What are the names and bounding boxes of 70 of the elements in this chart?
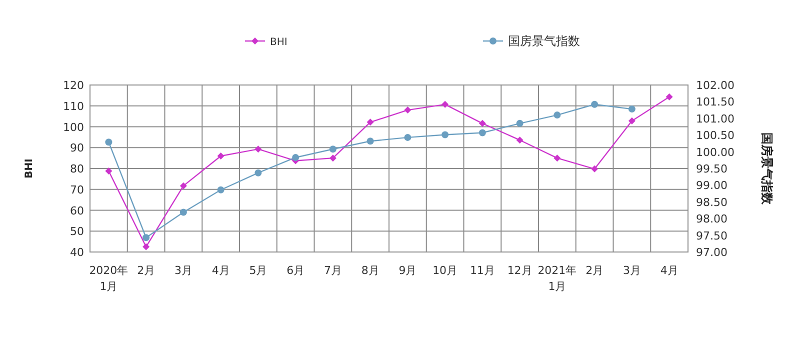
y-tick-label: 60 <box>70 204 84 218</box>
y-tick-label: 110 <box>63 100 84 113</box>
y-tick-label: 50 <box>70 225 84 238</box>
y-tick-label: 120 <box>63 79 84 92</box>
x-tick-label: 2月 <box>586 264 604 277</box>
y2-tick-label: 101.00 <box>696 112 734 126</box>
y-axis-title: BHI <box>24 158 35 178</box>
point <box>254 169 262 176</box>
point <box>442 131 449 138</box>
point <box>217 186 224 194</box>
point <box>478 120 486 127</box>
point <box>292 154 300 161</box>
x-tick-label: 10月 <box>432 264 458 277</box>
y2-tick-label: 97.50 <box>696 229 728 242</box>
y-tick-label: 100 <box>63 120 84 134</box>
y2-tick-label: 99.50 <box>696 162 728 176</box>
y2-axis-title: 国房景气指数 <box>760 132 774 206</box>
point <box>554 154 561 162</box>
point <box>591 100 598 108</box>
point <box>217 152 224 160</box>
point <box>366 138 374 145</box>
y-tick-label: 70 <box>70 183 84 196</box>
x-tick-label: 6月 <box>286 264 305 277</box>
x-tick-label: 3月 <box>622 264 641 277</box>
x-tick-label: 2020年 1月 <box>89 264 128 293</box>
x-tick-label: 11月 <box>470 264 495 277</box>
y2-tick-label: 100.00 <box>696 146 734 159</box>
y2-tick-label: 98.50 <box>696 196 728 209</box>
x-tick-label: 3月 <box>174 264 192 277</box>
point <box>366 118 374 126</box>
point <box>442 100 449 108</box>
x-tick-label: 12月 <box>507 264 532 277</box>
point <box>142 243 150 250</box>
point <box>666 93 673 100</box>
y2-tick-label: 101.50 <box>696 96 734 109</box>
point <box>105 168 112 175</box>
point <box>516 136 524 144</box>
legend-label: BHI <box>270 37 288 48</box>
point <box>478 129 486 136</box>
point <box>329 154 336 162</box>
point <box>591 165 598 172</box>
point <box>516 120 524 127</box>
x-tick-label: 2021年 1月 <box>538 264 577 293</box>
legend-label: 国房景气指数 <box>508 34 580 48</box>
point <box>628 117 636 124</box>
y-tick-label: 80 <box>70 162 84 176</box>
y2-tick-label: 100.50 <box>696 129 734 142</box>
point <box>142 234 150 242</box>
x-tick-label: 5月 <box>249 264 268 277</box>
point <box>554 112 561 119</box>
x-tick-label: 7月 <box>324 264 342 277</box>
x-tick-label: 2月 <box>137 264 156 277</box>
x-tick-label: 4月 <box>660 264 678 277</box>
y2-tick-label: 97.00 <box>696 246 728 259</box>
point <box>329 146 336 153</box>
x-tick-label: 9月 <box>398 264 417 277</box>
y2-tick-label: 98.00 <box>696 212 728 226</box>
point <box>180 182 187 190</box>
point <box>628 106 636 113</box>
point <box>254 146 262 153</box>
y2-tick-label: 102.00 <box>696 79 734 92</box>
x-tick-label: 8月 <box>361 264 380 277</box>
point <box>180 208 187 216</box>
point <box>105 138 112 146</box>
point <box>404 106 412 114</box>
y2-tick-label: 99.00 <box>696 179 728 192</box>
point <box>404 134 412 141</box>
y-tick-label: 40 <box>70 246 84 259</box>
y-tick-label: 90 <box>70 142 84 155</box>
x-tick-label: 4月 <box>212 264 230 277</box>
